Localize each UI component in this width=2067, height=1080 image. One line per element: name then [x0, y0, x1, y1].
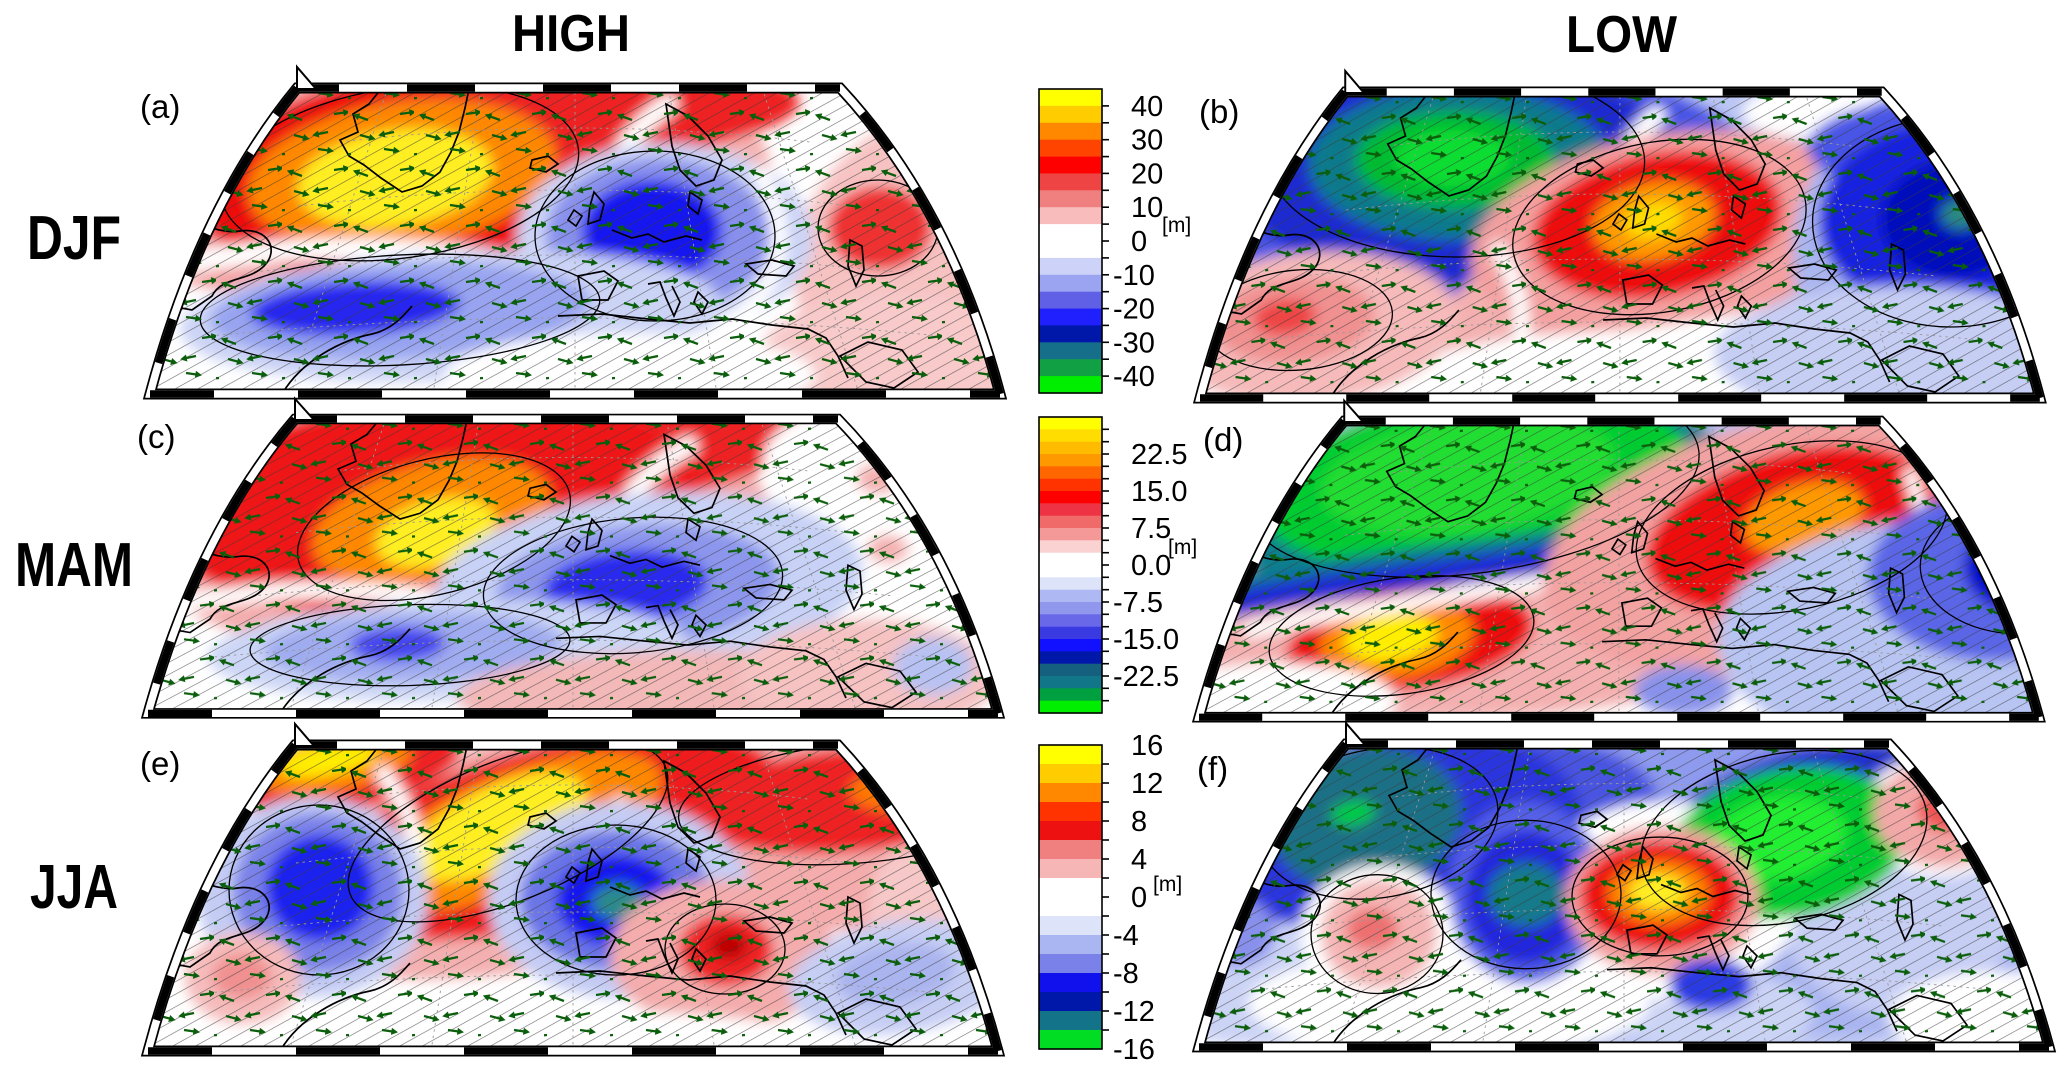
svg-text:-40: -40	[1113, 361, 1155, 393]
svg-text:30: 30	[1131, 125, 1163, 157]
svg-text:16: 16	[1131, 730, 1163, 762]
svg-text:(e): (e)	[140, 745, 180, 782]
svg-text:0: 0	[1131, 882, 1147, 914]
svg-text:-22.5: -22.5	[1113, 661, 1179, 693]
svg-text:8: 8	[1131, 806, 1147, 838]
svg-text:4: 4	[1131, 844, 1147, 876]
svg-text:JJA: JJA	[30, 853, 118, 922]
svg-text:(c): (c)	[137, 418, 175, 455]
svg-text:(b): (b)	[1199, 93, 1239, 130]
svg-text:0.0: 0.0	[1131, 550, 1171, 582]
svg-text:20: 20	[1131, 158, 1163, 190]
svg-text:LOW: LOW	[1566, 6, 1678, 64]
svg-text:-8: -8	[1113, 958, 1139, 990]
svg-text:-7.5: -7.5	[1113, 587, 1163, 619]
svg-text:15.0: 15.0	[1131, 476, 1187, 508]
svg-text:MAM: MAM	[15, 531, 133, 600]
svg-text:-15.0: -15.0	[1113, 624, 1179, 656]
svg-text:40: 40	[1131, 91, 1163, 123]
svg-text:-12: -12	[1113, 996, 1155, 1028]
svg-text:[m]: [m]	[1168, 536, 1197, 559]
svg-text:-4: -4	[1113, 920, 1139, 952]
svg-text:(d): (d)	[1203, 421, 1243, 458]
svg-text:12: 12	[1131, 768, 1163, 800]
svg-text:(f): (f)	[1197, 750, 1228, 787]
svg-text:DJF: DJF	[27, 204, 121, 273]
svg-text:22.5: 22.5	[1131, 439, 1187, 471]
svg-text:10: 10	[1131, 192, 1163, 224]
svg-text:HIGH: HIGH	[512, 5, 630, 63]
svg-text:-30: -30	[1113, 327, 1155, 359]
svg-text:[m]: [m]	[1162, 214, 1191, 237]
svg-text:-20: -20	[1113, 294, 1155, 326]
svg-text:[m]: [m]	[1153, 873, 1182, 896]
svg-text:-10: -10	[1113, 260, 1155, 292]
svg-text:7.5: 7.5	[1131, 513, 1171, 545]
svg-text:-16: -16	[1113, 1034, 1155, 1066]
svg-text:(a): (a)	[140, 88, 180, 125]
svg-text:0: 0	[1131, 226, 1147, 258]
